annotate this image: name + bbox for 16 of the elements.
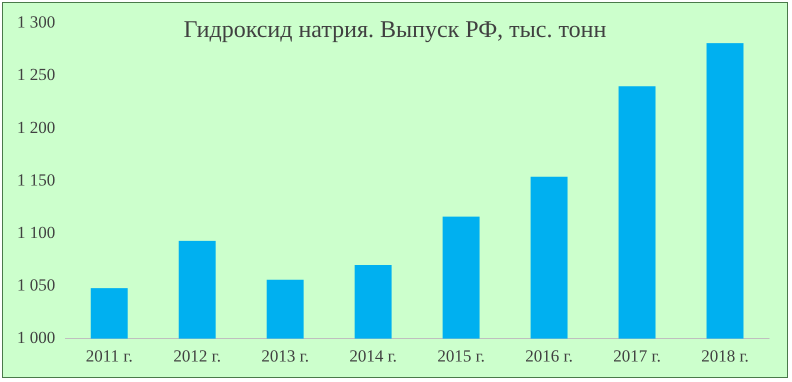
y-tick-label: 1 000 xyxy=(17,328,56,348)
x-tick-label: 2016 г. xyxy=(525,346,573,366)
x-tick-label: 2015 г. xyxy=(437,346,485,366)
y-tick-label: 1 300 xyxy=(17,12,56,32)
y-tick-label: 1 150 xyxy=(17,170,56,190)
x-tick-label: 2018 г. xyxy=(701,346,749,366)
y-tick-label: 1 050 xyxy=(17,276,56,294)
y-tick-label: 1 100 xyxy=(17,222,56,242)
x-tick-label: 2014 г. xyxy=(349,346,397,366)
x-tick-label: 2013 г. xyxy=(261,346,309,366)
x-tick-label: 2011 г. xyxy=(86,346,133,366)
x-tick-label: 2017 г. xyxy=(613,346,661,366)
y-tick-label: 1 200 xyxy=(17,118,56,137)
x-tick-label: 2012 г. xyxy=(173,346,221,366)
chart-title: Гидроксид натрия. Выпуск РФ, тыс. тонн xyxy=(184,17,606,43)
y-tick-label: 1 250 xyxy=(17,65,56,84)
